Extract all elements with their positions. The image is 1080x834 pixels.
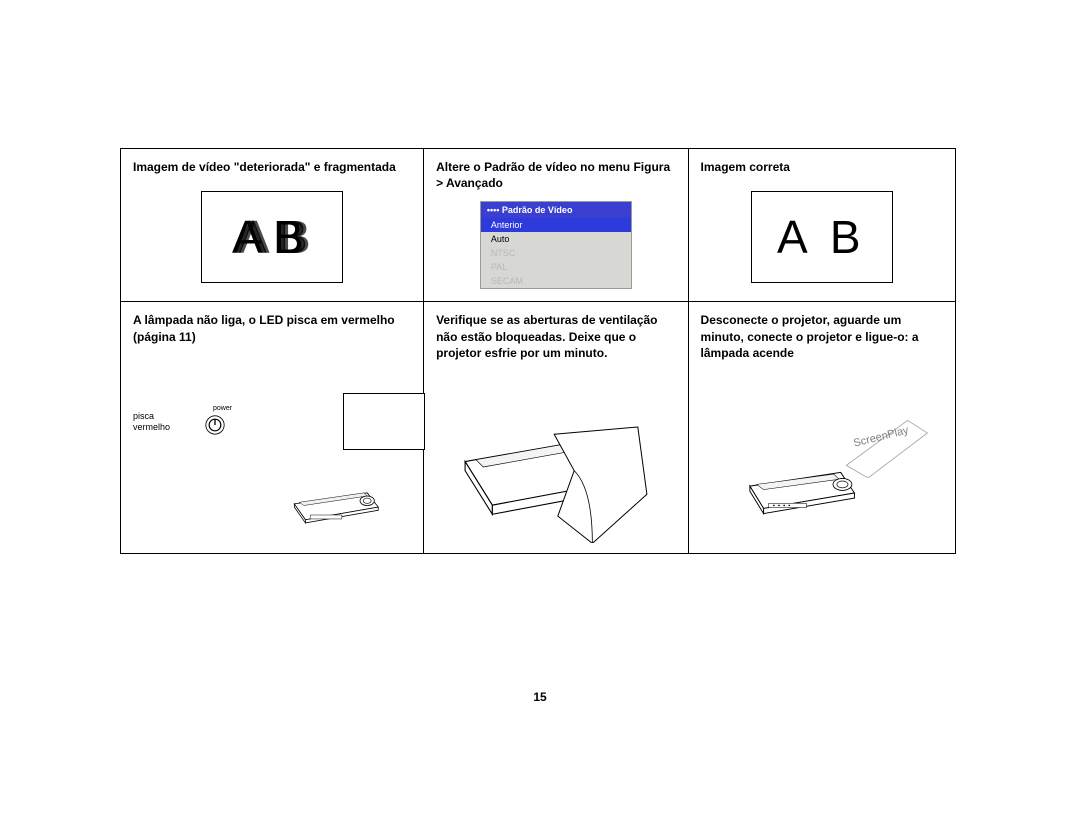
- troubleshooting-table-page: Imagem de vídeo "deteriorada" e fragment…: [120, 148, 956, 554]
- osd-panel: •••• Padrão de Vídeo Anterior Auto NTSC …: [480, 201, 632, 289]
- osd-menu-illustration: •••• Padrão de Vídeo Anterior Auto NTSC …: [436, 201, 675, 289]
- cell-problem-video: Imagem de vídeo "deteriorada" e fragment…: [121, 149, 424, 302]
- cell-problem-lamp: A lâmpada não liga, o LED pisca em verme…: [121, 302, 424, 554]
- ab-ghost-3: A B: [239, 210, 311, 264]
- heading-solution-video: Altere o Padrão de vídeo no menu Figura …: [436, 159, 675, 191]
- heading-result-lamp: Desconecte o projetor, aguarde um minuto…: [701, 312, 943, 361]
- cell-result-lamp: Desconecte o projetor, aguarde um minuto…: [688, 302, 955, 554]
- cell-solution-video: Altere o Padrão de vídeo no menu Figura …: [424, 149, 688, 302]
- correct-image-illustration: A B: [751, 191, 893, 283]
- osd-item-anterior: Anterior: [481, 218, 631, 232]
- power-icon: [205, 415, 225, 435]
- row-lamp: A lâmpada não liga, o LED pisca em verme…: [121, 302, 956, 554]
- heading-problem-video: Imagem de vídeo "deteriorada" e fragment…: [133, 159, 411, 175]
- cell-solution-lamp: Verifique se as aberturas de ventilação …: [424, 302, 688, 554]
- row-video-pattern: Imagem de vídeo "deteriorada" e fragment…: [121, 149, 956, 302]
- heading-solution-lamp: Verifique se as aberturas de ventilação …: [436, 312, 675, 361]
- osd-item-secam: SECAM: [481, 274, 631, 288]
- cell-result-video: Imagem correta A B: [688, 149, 955, 302]
- osd-title: •••• Padrão de Vídeo: [481, 202, 631, 218]
- deteriorated-image-illustration: A B A B A B: [201, 191, 343, 283]
- projector-with-cloth-icon: [456, 407, 656, 543]
- heading-problem-lamp: A lâmpada não liga, o LED pisca em verme…: [133, 312, 411, 344]
- osd-item-auto: Auto: [481, 232, 631, 246]
- lamp-on-illustration: ScreenPlay: [701, 361, 943, 541]
- heading-result-video: Imagem correta: [701, 159, 943, 175]
- led-blink-label: pisca vermelho: [133, 411, 170, 433]
- osd-item-pal: PAL: [481, 260, 631, 274]
- lamp-problem-illustration: pisca vermelho power: [133, 345, 411, 525]
- ventilation-illustration: [436, 361, 675, 541]
- power-label: power: [213, 405, 232, 412]
- projector-icon: [288, 477, 383, 525]
- page-number: 15: [0, 690, 1080, 704]
- projector-on-icon: [743, 457, 863, 517]
- osd-item-ntsc: NTSC: [481, 246, 631, 260]
- led-label-line2: vermelho: [133, 422, 170, 432]
- troubleshooting-table: Imagem de vídeo "deteriorada" e fragment…: [120, 148, 956, 554]
- blank-screen-icon: [343, 393, 425, 450]
- led-label-line1: pisca: [133, 411, 154, 421]
